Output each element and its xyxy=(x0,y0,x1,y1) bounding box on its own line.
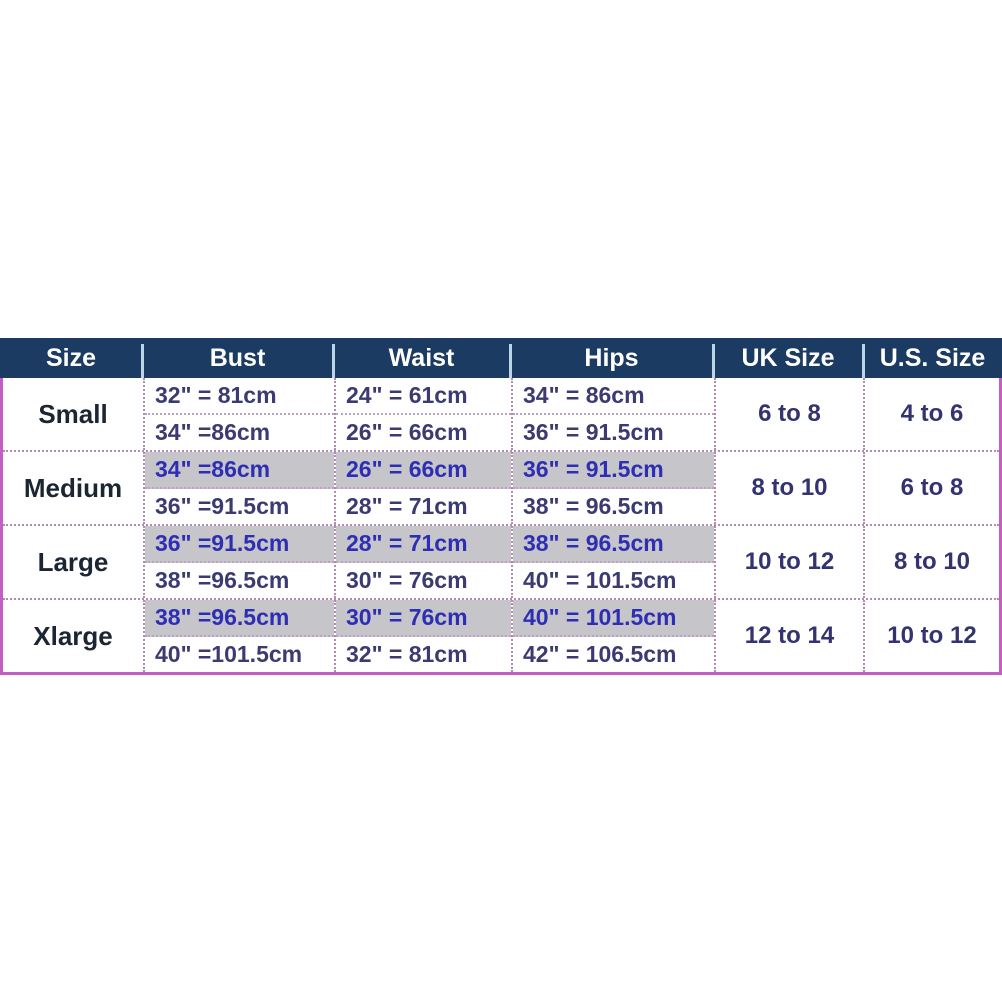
waist-value-1: 26" = 66cm xyxy=(336,452,511,489)
waist-value-2: 30" = 76cm xyxy=(346,567,468,593)
hips-value-2: 40" = 101.5cm xyxy=(523,567,677,593)
waist-value-2: 28" = 71cm xyxy=(346,493,468,519)
size-label: Xlarge xyxy=(33,620,113,651)
hips-value-2: 38" = 96.5cm xyxy=(523,493,664,519)
bust-value-2: 40" =101.5cm xyxy=(155,641,303,667)
size-label: Medium xyxy=(23,472,123,503)
waist-cell: 24" = 61cm 26" = 66cm xyxy=(334,378,511,450)
header-cell-hips: Hips xyxy=(509,338,713,378)
bust-cell: 36" =91.5cm 38" =96.5cm xyxy=(143,526,334,598)
waist-value-1: 24" = 61cm xyxy=(336,378,511,415)
hips-value-2: 36" = 91.5cm xyxy=(523,419,664,445)
size-label: Small xyxy=(38,398,108,429)
us-size-value: 10 to 12 xyxy=(863,600,999,672)
hips-cell: 34" = 86cm 36" = 91.5cm xyxy=(511,378,714,450)
waist-value-2: 26" = 66cm xyxy=(346,419,468,445)
table-row-medium: Medium 34" =86cm 36" =91.5cm 26" = 66cm … xyxy=(3,452,999,526)
header-cell-uk-size: UK Size xyxy=(712,338,863,378)
hips-value-1: 36" = 91.5cm xyxy=(513,452,714,489)
uk-size-value: 8 to 10 xyxy=(714,452,863,524)
waist-cell: 26" = 66cm 28" = 71cm xyxy=(334,452,511,524)
bust-value-1: 34" =86cm xyxy=(145,452,334,489)
header-cell-bust: Bust xyxy=(141,338,333,378)
bust-value-1: 38" =96.5cm xyxy=(145,600,334,637)
header-cell-waist: Waist xyxy=(332,338,510,378)
size-label: Large xyxy=(37,546,109,577)
header-cell-size: Size xyxy=(45,343,97,372)
hips-cell: 36" = 91.5cm 38" = 96.5cm xyxy=(511,452,714,524)
bust-cell: 34" =86cm 36" =91.5cm xyxy=(143,452,334,524)
waist-value-1: 30" = 76cm xyxy=(336,600,511,637)
uk-size-value: 12 to 14 xyxy=(714,600,863,672)
hips-cell: 40" = 101.5cm 42" = 106.5cm xyxy=(511,600,714,672)
bust-value-1: 32" = 81cm xyxy=(145,378,334,415)
waist-cell: 28" = 71cm 30" = 76cm xyxy=(334,526,511,598)
waist-cell: 30" = 76cm 32" = 81cm xyxy=(334,600,511,672)
hips-cell: 38" = 96.5cm 40" = 101.5cm xyxy=(511,526,714,598)
table-header-row: Size Bust Waist Hips UK Size U.S. Size xyxy=(0,338,1002,378)
size-chart-table: Size Bust Waist Hips UK Size U.S. Size S… xyxy=(0,338,1002,675)
uk-size-value: 6 to 8 xyxy=(714,378,863,450)
bust-value-2: 34" =86cm xyxy=(155,419,271,445)
bust-value-2: 36" =91.5cm xyxy=(155,493,290,519)
table-row-large: Large 36" =91.5cm 38" =96.5cm 28" = 71cm… xyxy=(3,526,999,600)
bust-cell: 38" =96.5cm 40" =101.5cm xyxy=(143,600,334,672)
header-cell-us-size: U.S. Size xyxy=(862,338,1002,378)
waist-value-1: 28" = 71cm xyxy=(336,526,511,563)
table-row-xlarge: Xlarge 38" =96.5cm 40" =101.5cm 30" = 76… xyxy=(3,600,999,672)
hips-value-1: 34" = 86cm xyxy=(513,378,714,415)
waist-value-2: 32" = 81cm xyxy=(346,641,468,667)
bust-cell: 32" = 81cm 34" =86cm xyxy=(143,378,334,450)
hips-value-1: 38" = 96.5cm xyxy=(513,526,714,563)
us-size-value: 8 to 10 xyxy=(863,526,999,598)
uk-size-value: 10 to 12 xyxy=(714,526,863,598)
hips-value-1: 40" = 101.5cm xyxy=(513,600,714,637)
us-size-value: 4 to 6 xyxy=(863,378,999,450)
hips-value-2: 42" = 106.5cm xyxy=(523,641,677,667)
bust-value-1: 36" =91.5cm xyxy=(145,526,334,563)
bust-value-2: 38" =96.5cm xyxy=(155,567,290,593)
table-row-small: Small 32" = 81cm 34" =86cm 24" = 61cm 26… xyxy=(3,378,999,452)
table-body: Small 32" = 81cm 34" =86cm 24" = 61cm 26… xyxy=(0,378,1002,675)
us-size-value: 6 to 8 xyxy=(863,452,999,524)
